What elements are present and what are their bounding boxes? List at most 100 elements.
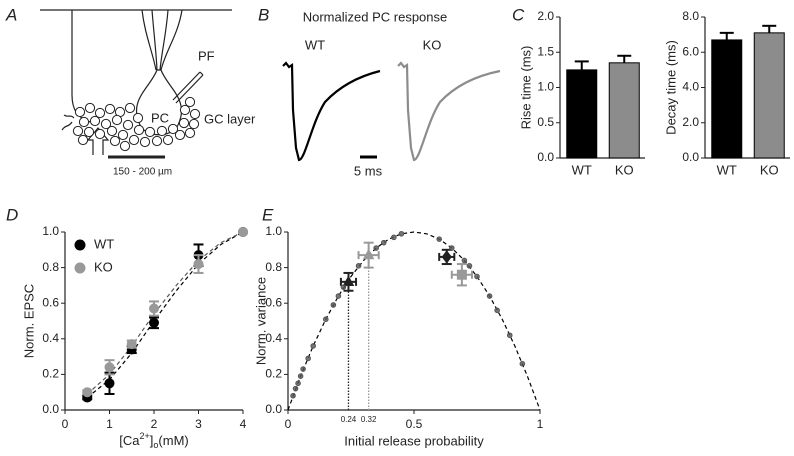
y-tick-label: 0.6	[42, 295, 59, 309]
granule-cell	[106, 125, 118, 137]
x-axis-label-part: (mM)	[158, 433, 188, 448]
y-tick-label: 0.6	[265, 295, 282, 309]
point	[494, 307, 500, 314]
y-tick-label: 6.0	[682, 44, 699, 58]
x-tick-label: WT	[572, 162, 592, 177]
point	[486, 293, 493, 299]
granule-cell	[122, 119, 134, 131]
point	[310, 343, 317, 349]
granule-cell	[84, 102, 96, 114]
x-axis-label: Initial release probability	[344, 433, 484, 448]
y-tick-label: 0.0	[42, 402, 59, 416]
mossy-fiber	[61, 114, 75, 131]
point	[335, 293, 342, 299]
y-tick-label: 0.8	[265, 260, 282, 274]
y-tick-label: 0.2	[42, 367, 59, 381]
point	[290, 392, 296, 399]
panel-letter: C	[512, 5, 525, 24]
point	[449, 245, 455, 251]
panel-letter: E	[262, 205, 274, 224]
point	[373, 245, 380, 251]
granule-cell	[124, 102, 136, 114]
granule-cell	[94, 107, 106, 119]
point	[519, 360, 526, 367]
y-tick-label: 0.8	[42, 260, 59, 274]
y-tick-label: 2.0	[537, 9, 554, 23]
gc-layer-label: GC layer	[204, 111, 256, 126]
y-tick-label: 0.0	[682, 150, 699, 164]
granule-cell	[174, 129, 186, 141]
x-tick-label: WT	[717, 162, 737, 177]
bar	[753, 32, 785, 159]
point	[456, 269, 467, 280]
y-tick-label: 4.0	[682, 80, 699, 94]
x-tick-label: 1	[106, 417, 113, 431]
granule-cell	[100, 118, 112, 130]
granule-cell	[156, 125, 168, 137]
granule-cell	[104, 103, 116, 115]
panel-letter: A	[5, 5, 17, 24]
granule-cell	[184, 127, 196, 139]
y-tick-label: 1.0	[265, 224, 282, 238]
granule-cell	[117, 129, 129, 141]
trace-label: KO	[423, 37, 442, 52]
granule-cell	[144, 126, 156, 138]
granule-cell	[162, 134, 174, 146]
point	[126, 339, 137, 350]
legend-label: KO	[94, 259, 113, 274]
trace-label: WT	[305, 37, 325, 52]
granule-cell	[188, 118, 200, 130]
x-tick-label: 2	[151, 417, 158, 431]
point	[82, 387, 93, 398]
fit-line	[86, 231, 244, 398]
x-axis-label-part: [Ca	[119, 433, 140, 448]
bar	[566, 69, 598, 159]
granule-cell	[109, 135, 121, 147]
granule-cell	[139, 136, 151, 148]
point	[441, 250, 452, 264]
point	[104, 362, 115, 373]
x-axis-label-part: 2+	[140, 431, 150, 441]
point	[461, 257, 468, 264]
x-tick-label: 0.5	[406, 417, 423, 431]
point	[355, 263, 362, 269]
stim-arrow	[86, 127, 110, 155]
pc-label: PC	[151, 110, 169, 125]
granule-cell	[189, 108, 201, 120]
x-tick-label: KO	[615, 162, 634, 177]
y-tick-label: 2.0	[682, 115, 699, 129]
fit-line	[287, 231, 541, 411]
granule-cell	[184, 96, 196, 108]
granule-cell	[167, 123, 179, 135]
granule-cell	[111, 114, 123, 126]
point	[295, 380, 301, 387]
point	[506, 332, 513, 339]
y-tick-label: 0.2	[265, 367, 282, 381]
panel-letter: D	[6, 205, 18, 224]
x-tick-label: 0	[62, 417, 69, 431]
point	[238, 227, 248, 237]
legend-marker	[74, 262, 86, 274]
point	[380, 239, 387, 246]
point	[342, 275, 355, 286]
granule-cell	[83, 126, 95, 138]
pf-label: PF	[198, 48, 215, 63]
legend-label: WT	[94, 236, 114, 251]
x-tick-label: 1	[537, 417, 544, 431]
point	[391, 234, 397, 241]
point	[104, 378, 115, 389]
point	[474, 273, 480, 280]
y-axis-label: Decay time (ms)	[663, 40, 678, 135]
granule-cell	[78, 116, 90, 128]
y-axis-label: Norm. variance	[253, 277, 268, 365]
point	[323, 316, 329, 323]
x-axis-label-part: o	[153, 440, 158, 450]
point	[340, 284, 347, 290]
granule-cell	[72, 125, 84, 137]
scale-label: 150 - 200 µm	[113, 167, 172, 178]
y-tick-label: 0.4	[42, 331, 59, 345]
y-tick-label: 8.0	[682, 9, 699, 23]
granule-cell	[178, 117, 190, 129]
y-tick-label: 0.0	[537, 150, 554, 164]
